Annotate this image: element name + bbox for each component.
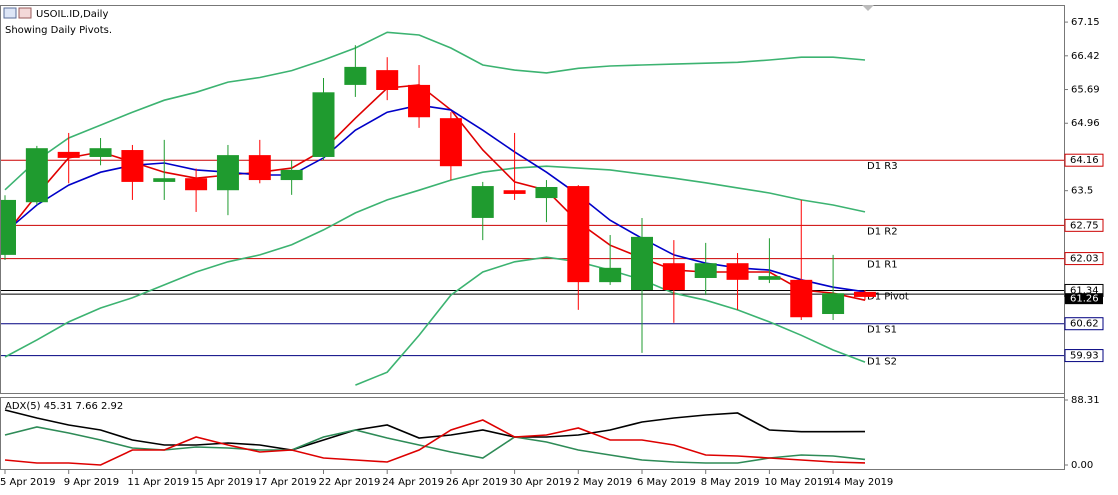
axes: 67.15 66.42 65.69 64.96 63.5 88.31 0.00 5 Apr 2… xyxy=(0,17,1104,488)
candle-body xyxy=(758,276,781,280)
pivot-price-label: 59.93 xyxy=(1070,351,1099,362)
candle-body xyxy=(185,178,208,191)
candle-body xyxy=(567,186,590,283)
adx-panel xyxy=(0,397,1065,470)
adx-line xyxy=(4,419,866,466)
pivot-price-label: 60.62 xyxy=(1070,319,1099,330)
adx-label: ADX(5) 45.31 7.66 2.92 xyxy=(5,401,123,412)
candle-body xyxy=(57,151,80,158)
x-tick-label: 2 May 2019 xyxy=(573,477,632,488)
candle-body xyxy=(662,263,685,290)
current-price-box xyxy=(1065,293,1103,305)
adx-line xyxy=(4,426,866,464)
candle-body xyxy=(1,199,16,255)
x-tick-label: 14 May 2019 xyxy=(828,477,893,488)
chart-subtitle: Showing Daily Pivots. xyxy=(5,25,112,36)
x-tick-label: 26 Apr 2019 xyxy=(446,477,508,488)
x-tick-label: 30 Apr 2019 xyxy=(510,477,572,488)
y-tick-label: 66.42 xyxy=(1071,51,1100,62)
pivot-price-box xyxy=(1064,153,1104,167)
candle-body xyxy=(535,186,558,199)
candle-body xyxy=(89,148,112,157)
y-tick-label: 67.15 xyxy=(1071,17,1100,28)
symbol-icon xyxy=(3,7,32,19)
candle-body xyxy=(853,291,876,297)
candle-body xyxy=(153,178,176,182)
shift-marker xyxy=(862,5,874,11)
candle-body xyxy=(439,118,462,167)
candle-body xyxy=(121,150,144,182)
candle-body xyxy=(599,267,622,283)
candle-body xyxy=(790,279,813,318)
current-price-label: 61.26 xyxy=(1070,294,1099,305)
pivot-price-box xyxy=(1064,317,1104,331)
pivot-price-box xyxy=(1064,349,1104,363)
candle-body xyxy=(280,169,303,181)
adx-line xyxy=(4,409,866,451)
adx-tick-label: 88.31 xyxy=(1071,395,1100,406)
pivot-price-box xyxy=(1064,218,1104,232)
pivot-price-label: 62.75 xyxy=(1070,220,1099,231)
pivot-label: D1 R2 xyxy=(867,226,898,237)
x-tick-label: 24 Apr 2019 xyxy=(382,477,444,488)
main-panel xyxy=(0,5,1065,394)
y-tick-label: 65.69 xyxy=(1071,85,1100,96)
candle-body xyxy=(25,148,48,203)
pivot-label: D1 R1 xyxy=(867,260,898,271)
adx-plot xyxy=(4,409,866,466)
pivot-price-label: 64.16 xyxy=(1070,155,1099,166)
candle-body xyxy=(376,70,399,90)
x-tick-label: 11 Apr 2019 xyxy=(127,477,189,488)
pivot-label: D1 S1 xyxy=(867,325,897,336)
adx-tick-label: 0.00 xyxy=(1071,460,1093,471)
candle-body xyxy=(726,263,749,280)
candle-body xyxy=(503,190,526,194)
candle-body xyxy=(216,155,239,191)
candle-body xyxy=(694,263,717,278)
y-tick-label: 63.5 xyxy=(1071,186,1093,197)
overlay-line xyxy=(4,165,866,358)
candle-body xyxy=(822,293,845,315)
overlay-line xyxy=(4,84,866,301)
pivot-label: D1 Pivot xyxy=(867,291,909,302)
y-tick-label: 64.96 xyxy=(1071,118,1100,129)
main-plot: D1 R3 D1 R2 D1 R1 D1 Pivot D1 S1 D1 S2 xyxy=(1,31,1064,386)
pivot-label: D1 R3 xyxy=(867,161,898,172)
candle-body xyxy=(471,186,494,218)
candle-body xyxy=(344,66,367,85)
candle-body xyxy=(408,84,431,118)
candle-body xyxy=(312,92,335,157)
x-tick-label: 15 Apr 2019 xyxy=(191,477,253,488)
pivot-label: D1 S2 xyxy=(867,357,897,368)
pivot-price-box xyxy=(1064,252,1104,266)
pivot-price-label: 61.34 xyxy=(1070,285,1099,296)
x-tick-label: 9 Apr 2019 xyxy=(64,477,119,488)
x-tick-label: 22 Apr 2019 xyxy=(319,477,381,488)
overlay-line xyxy=(4,31,866,191)
candle-body xyxy=(631,236,653,290)
x-tick-label: 8 May 2019 xyxy=(701,477,760,488)
candle-body xyxy=(248,155,271,181)
overlay-line xyxy=(4,104,866,293)
pivot-price-label: 62.03 xyxy=(1070,254,1099,265)
chart-title: USOIL.ID,Daily xyxy=(36,9,108,20)
x-tick-label: 17 Apr 2019 xyxy=(255,477,317,488)
x-tick-label: 10 May 2019 xyxy=(764,477,829,488)
x-tick-label: 6 May 2019 xyxy=(637,477,696,488)
x-tick-label: 5 Apr 2019 xyxy=(0,477,55,488)
